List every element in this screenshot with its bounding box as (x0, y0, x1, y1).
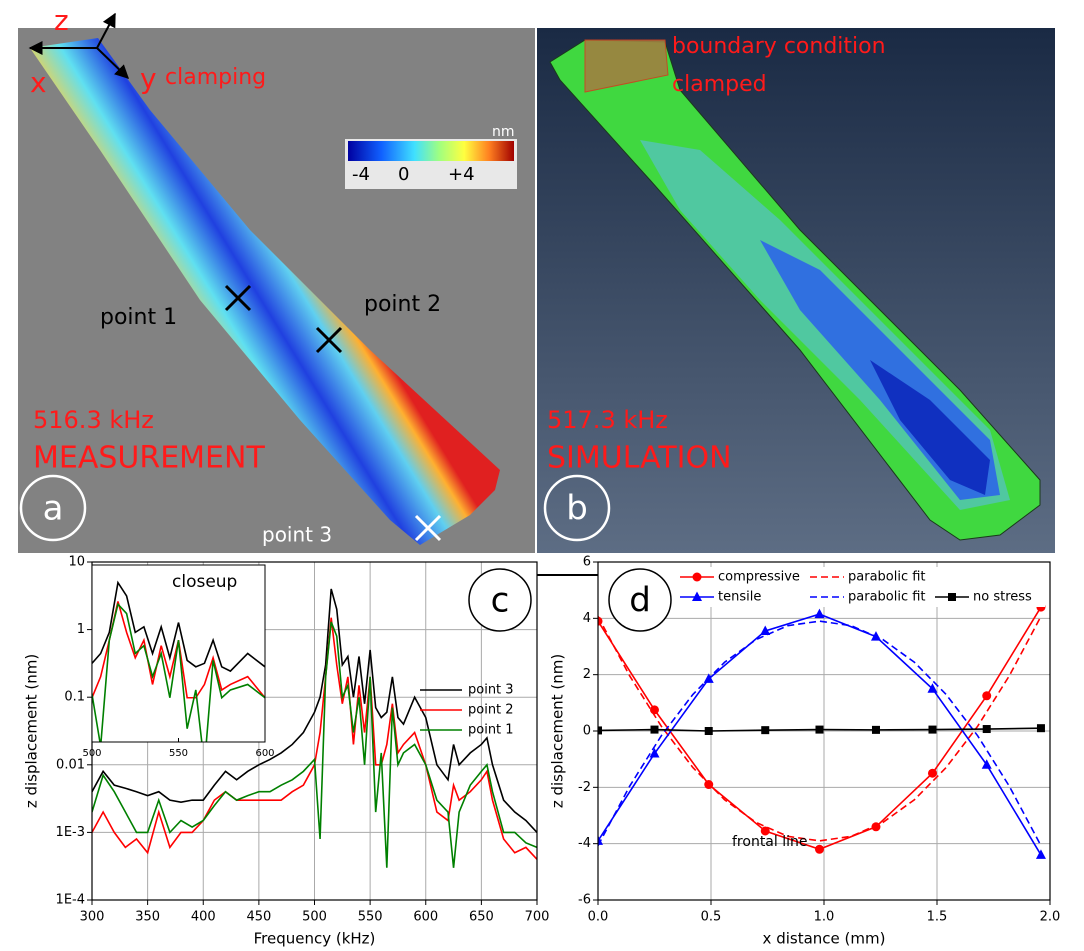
x-tick-label: 400 (191, 910, 216, 925)
x-tick-label: 650 (469, 910, 494, 925)
panel-label: b (566, 489, 588, 529)
frequency: 517.3 kHz (547, 406, 668, 434)
x-tick-label: 0.5 (701, 910, 722, 925)
legend-label: point 1 (468, 723, 514, 738)
x-tick-label: 2.0 (1040, 910, 1061, 925)
x-tick-label: 600 (413, 910, 438, 925)
x-tick-label: 300 (80, 910, 105, 925)
colorbar-tick: +4 (448, 164, 475, 185)
marker (650, 705, 659, 714)
y-tick-label: 0.1 (64, 690, 85, 705)
panel-label: d (629, 581, 651, 621)
marker (928, 726, 936, 734)
legend-label: parabolic fit (848, 570, 926, 585)
marker (815, 845, 824, 854)
legend-label: compressive (718, 570, 800, 585)
colorbar-unit: nm (492, 124, 515, 140)
panel-label: a (43, 489, 64, 529)
colorbar-tick: -4 (352, 164, 370, 185)
colorbar (348, 141, 514, 161)
y-tick-label: 1 (77, 622, 85, 637)
y-tick-label: 10 (68, 555, 85, 570)
marker (815, 726, 823, 734)
axis-label: y (140, 62, 157, 95)
x-tick-label: 550 (358, 910, 383, 925)
annotation: clamping (165, 65, 266, 90)
legend-label: no stress (973, 590, 1032, 605)
marker (761, 726, 769, 734)
x-tick-label: 350 (135, 910, 160, 925)
caption: SIMULATION (547, 441, 732, 476)
legend-marker (948, 593, 956, 601)
annotation: frontal line (732, 834, 808, 850)
marker (928, 769, 937, 778)
legend-label: parabolic fit (848, 590, 926, 605)
y-axis-label: z displacement (nm) (23, 654, 41, 808)
x-tick-label: 1.0 (814, 910, 835, 925)
marker (982, 691, 991, 700)
legend-label: point 2 (468, 703, 514, 718)
y-tick-label: 4 (583, 611, 591, 626)
inset-tick-label: 500 (82, 748, 101, 759)
y-tick-label: -4 (578, 836, 591, 851)
marker (872, 726, 880, 734)
legend-marker (693, 573, 702, 582)
point-label: point 3 (262, 523, 332, 547)
y-axis-label: z displacement (nm) (549, 654, 567, 808)
annotation: clamped (672, 72, 767, 97)
marker (1037, 724, 1045, 732)
y-tick-label: -2 (578, 780, 591, 795)
y-tick-label: 0.01 (56, 757, 85, 772)
y-tick-label: 0 (583, 724, 591, 739)
x-axis-label: x distance (mm) (763, 930, 886, 948)
inset-tick-label: 600 (255, 748, 274, 759)
inset-title: closeup (172, 572, 237, 592)
axis-label: x (30, 66, 47, 99)
point-label: point 1 (100, 305, 177, 330)
inset-tick-label: 550 (169, 748, 188, 759)
marker (651, 726, 659, 734)
x-tick-label: 500 (302, 910, 327, 925)
legend-label: tensile (718, 590, 761, 605)
panel-label: c (491, 581, 510, 621)
y-tick-label: 1E-4 (56, 893, 85, 908)
x-axis-label: Frequency (kHz) (254, 930, 376, 948)
caption: MEASUREMENT (33, 441, 265, 476)
frequency: 516.3 kHz (33, 406, 154, 434)
x-tick-label: 1.5 (927, 910, 948, 925)
y-tick-label: 2 (583, 667, 591, 682)
axis-label: z (54, 4, 69, 37)
x-tick-label: 450 (246, 910, 271, 925)
x-tick-label: 0.0 (588, 910, 609, 925)
x-tick-label: 700 (525, 910, 550, 925)
colorbar-tick: 0 (398, 164, 409, 185)
marker (983, 725, 991, 733)
y-tick-label: 1E-3 (56, 825, 85, 840)
y-tick-label: -6 (578, 893, 591, 908)
figure: x y z clamping nm -4 0 +4 point 1 point … (0, 0, 1084, 951)
annotation: boundary condition (672, 34, 886, 59)
marker (705, 727, 713, 735)
point-label: point 2 (364, 292, 441, 317)
panel-a: x y z clamping nm -4 0 +4 point 1 point … (18, 4, 535, 553)
legend-label: point 3 (468, 683, 514, 698)
y-tick-label: 6 (583, 555, 591, 570)
panel-b: boundary condition clamped 517.3 kHz SIM… (537, 28, 1055, 553)
